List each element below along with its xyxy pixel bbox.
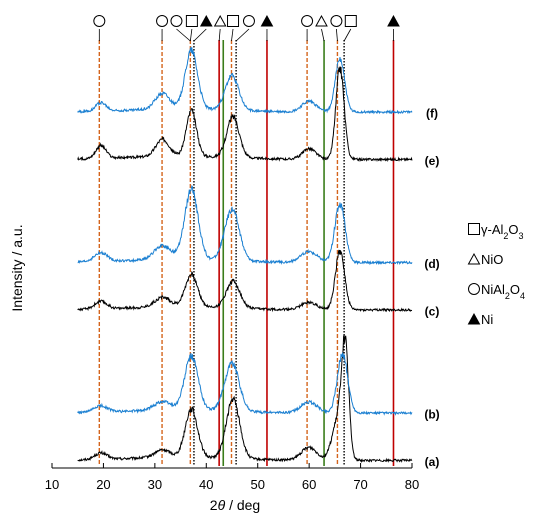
x-tick-labels: 10 20 30 40 50 60 70 80 xyxy=(45,477,419,492)
symbol-connector xyxy=(189,28,193,42)
curve-label: (b) xyxy=(424,408,439,422)
curve-label: (d) xyxy=(424,257,439,271)
y-axis-title: Intensity / a.u. xyxy=(9,224,25,311)
legend-subscript: 2 xyxy=(505,291,510,301)
x-axis-title-prefix: 2 xyxy=(210,497,218,513)
x-tick-label: 40 xyxy=(199,477,213,492)
x-axis xyxy=(51,463,413,469)
curve-label: (a) xyxy=(425,455,440,469)
legend-text-part: Ni xyxy=(481,312,493,327)
symbol-connector xyxy=(176,28,191,42)
legend-subscript: 4 xyxy=(520,291,525,301)
series-line xyxy=(77,249,413,313)
series-line xyxy=(77,334,413,464)
x-tick-label: 80 xyxy=(405,477,419,492)
triangle-filled-icon xyxy=(387,15,400,27)
phase-symbols xyxy=(93,15,400,27)
curve-label: (f) xyxy=(426,107,438,121)
symbol-connector xyxy=(343,28,352,42)
square-icon xyxy=(227,15,240,27)
circle-icon xyxy=(468,283,480,295)
legend-subscript: 2 xyxy=(503,231,508,241)
triangle-icon xyxy=(467,253,481,265)
diffraction-patterns xyxy=(77,46,413,464)
legend-label: γ-Al2O3 xyxy=(481,222,524,241)
circle-icon xyxy=(156,15,169,27)
circle-icon xyxy=(301,15,314,27)
legend-text-part: γ-Al xyxy=(481,222,504,237)
x-axis-title-theta: θ xyxy=(218,497,226,513)
series-line xyxy=(77,66,413,163)
triangle-filled-icon xyxy=(199,15,213,27)
symbol-connector xyxy=(231,28,234,42)
x-axis-title-unit: / deg xyxy=(225,497,260,513)
triangle-icon xyxy=(315,15,328,27)
curve-labels: (a) (b) (c) (d) (e) (f) xyxy=(424,107,439,469)
symbol-connector xyxy=(193,28,207,42)
legend-label: NiO xyxy=(481,252,503,267)
series-line xyxy=(77,185,413,266)
legend-subscript: 3 xyxy=(519,231,524,241)
x-tick-label: 70 xyxy=(353,477,367,492)
x-tick-label: 30 xyxy=(148,477,162,492)
triangle-filled-icon xyxy=(467,313,481,325)
series-line xyxy=(77,352,413,416)
symbol-connector xyxy=(336,28,338,42)
x-tick-label: 50 xyxy=(250,477,264,492)
circle-icon xyxy=(170,15,183,27)
triangle-filled-icon xyxy=(260,15,274,27)
legend-label: Ni xyxy=(481,312,493,327)
series-line xyxy=(77,46,413,115)
circle-icon xyxy=(93,15,106,27)
legend-text-part: NiAl xyxy=(481,282,505,297)
symbol-connector xyxy=(235,28,250,42)
x-tick-label: 10 xyxy=(45,477,59,492)
x-tick-label: 60 xyxy=(302,477,316,492)
symbol-connectors xyxy=(98,28,394,42)
circle-icon xyxy=(242,15,255,27)
legend-text-part: O xyxy=(508,222,518,237)
square-icon xyxy=(185,15,198,27)
legend-label: NiAl2O4 xyxy=(481,282,525,301)
symbol-connector xyxy=(218,28,221,42)
x-tick-label: 20 xyxy=(96,477,110,492)
curve-label: (e) xyxy=(425,154,440,168)
circle-icon xyxy=(330,15,343,27)
square-icon xyxy=(344,15,357,27)
legend-text-part: O xyxy=(510,282,520,297)
square-icon xyxy=(468,223,480,235)
triangle-icon xyxy=(213,15,227,27)
x-axis-title: 2θ / deg xyxy=(210,497,260,513)
symbol-connector xyxy=(321,28,325,42)
curve-label: (c) xyxy=(425,305,440,319)
legend-text-part: NiO xyxy=(481,252,503,267)
